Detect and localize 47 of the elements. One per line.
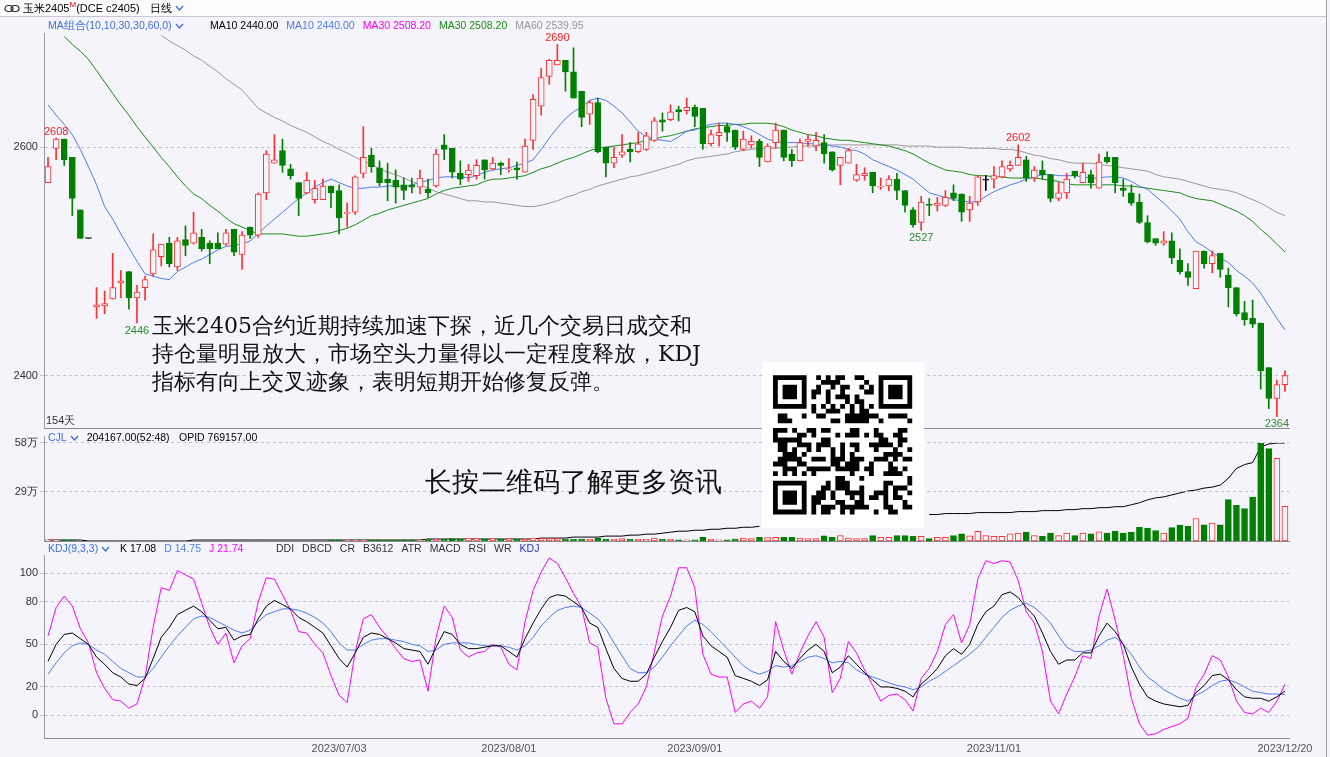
- chart-title: 玉米2405$^{M}$(DCE c2405): [23, 0, 140, 16]
- y-tick-label: 2600: [13, 140, 38, 153]
- chart-subtitle: 日线: [149, 1, 172, 14]
- y-tick-label: 100: [19, 566, 38, 579]
- annotation: 长按二维码了解更多资讯: [425, 466, 722, 498]
- y-tick-label: 20: [25, 679, 38, 692]
- chart-title: CJL: [48, 431, 67, 443]
- y-tick-label: 29万: [14, 484, 38, 497]
- text: CR: [339, 542, 356, 555]
- chart-subtitle: 204167.00(52:48): [86, 431, 170, 444]
- text: MA30 2508.20: [438, 19, 508, 32]
- text: K 17.08: [120, 542, 157, 555]
- text: WR: [494, 542, 512, 555]
- x-tick-label: 2023/12/20: [1257, 741, 1313, 754]
- text: B3612: [363, 542, 394, 555]
- x-tick-label: 2023/07/03: [311, 741, 367, 754]
- legend-label: MA30 2508.20: [362, 19, 431, 32]
- text: MA10 2440.00: [286, 19, 355, 32]
- annotation: 2690: [545, 30, 570, 43]
- annotation: 2527: [908, 231, 934, 244]
- text: DDI: [276, 542, 295, 555]
- annotation: 2608: [43, 124, 69, 137]
- text: ATR: [401, 542, 422, 555]
- annotation: 2446: [124, 323, 150, 336]
- y-tick-label: 0: [31, 708, 38, 721]
- text: DBCD: [302, 542, 332, 555]
- text: D 14.75: [164, 542, 201, 555]
- x-tick-label: 2023/09/01: [667, 741, 723, 754]
- annotation: 2602: [1005, 131, 1031, 144]
- text: RSI: [468, 542, 487, 555]
- annotation: 154天: [46, 414, 76, 427]
- text: KDJ: [519, 542, 540, 555]
- legend-title: MA组合(10,10,30,30,60,0): [48, 19, 172, 31]
- text: MACD: [429, 542, 461, 555]
- text: J 21.74: [208, 542, 244, 555]
- x-tick-label: 2023/11/01: [966, 741, 1022, 754]
- y-tick-label: 2400: [13, 368, 38, 381]
- y-tick-label: 58万: [14, 435, 38, 448]
- chart-title: KDJ(9,3,3): [48, 542, 99, 554]
- legend-label: MA10 2440.00: [210, 19, 279, 32]
- text: MA60 2539.95: [515, 19, 584, 32]
- x-tick-label: 2023/08/01: [481, 741, 537, 754]
- annotation: 玉米2405合约近期持续加速下探，近几个交易日成交和持仓量明显放大，市场空头力量得以一定程度释放，KDJ指标有向上交叉迹象，表明短期开始修复反弹。: [152, 312, 702, 396]
- text: OPID 769157.00: [179, 431, 258, 444]
- annotation: 2364: [1264, 417, 1290, 430]
- y-tick-label: 50: [25, 637, 38, 650]
- y-tick-label: 80: [25, 594, 38, 607]
